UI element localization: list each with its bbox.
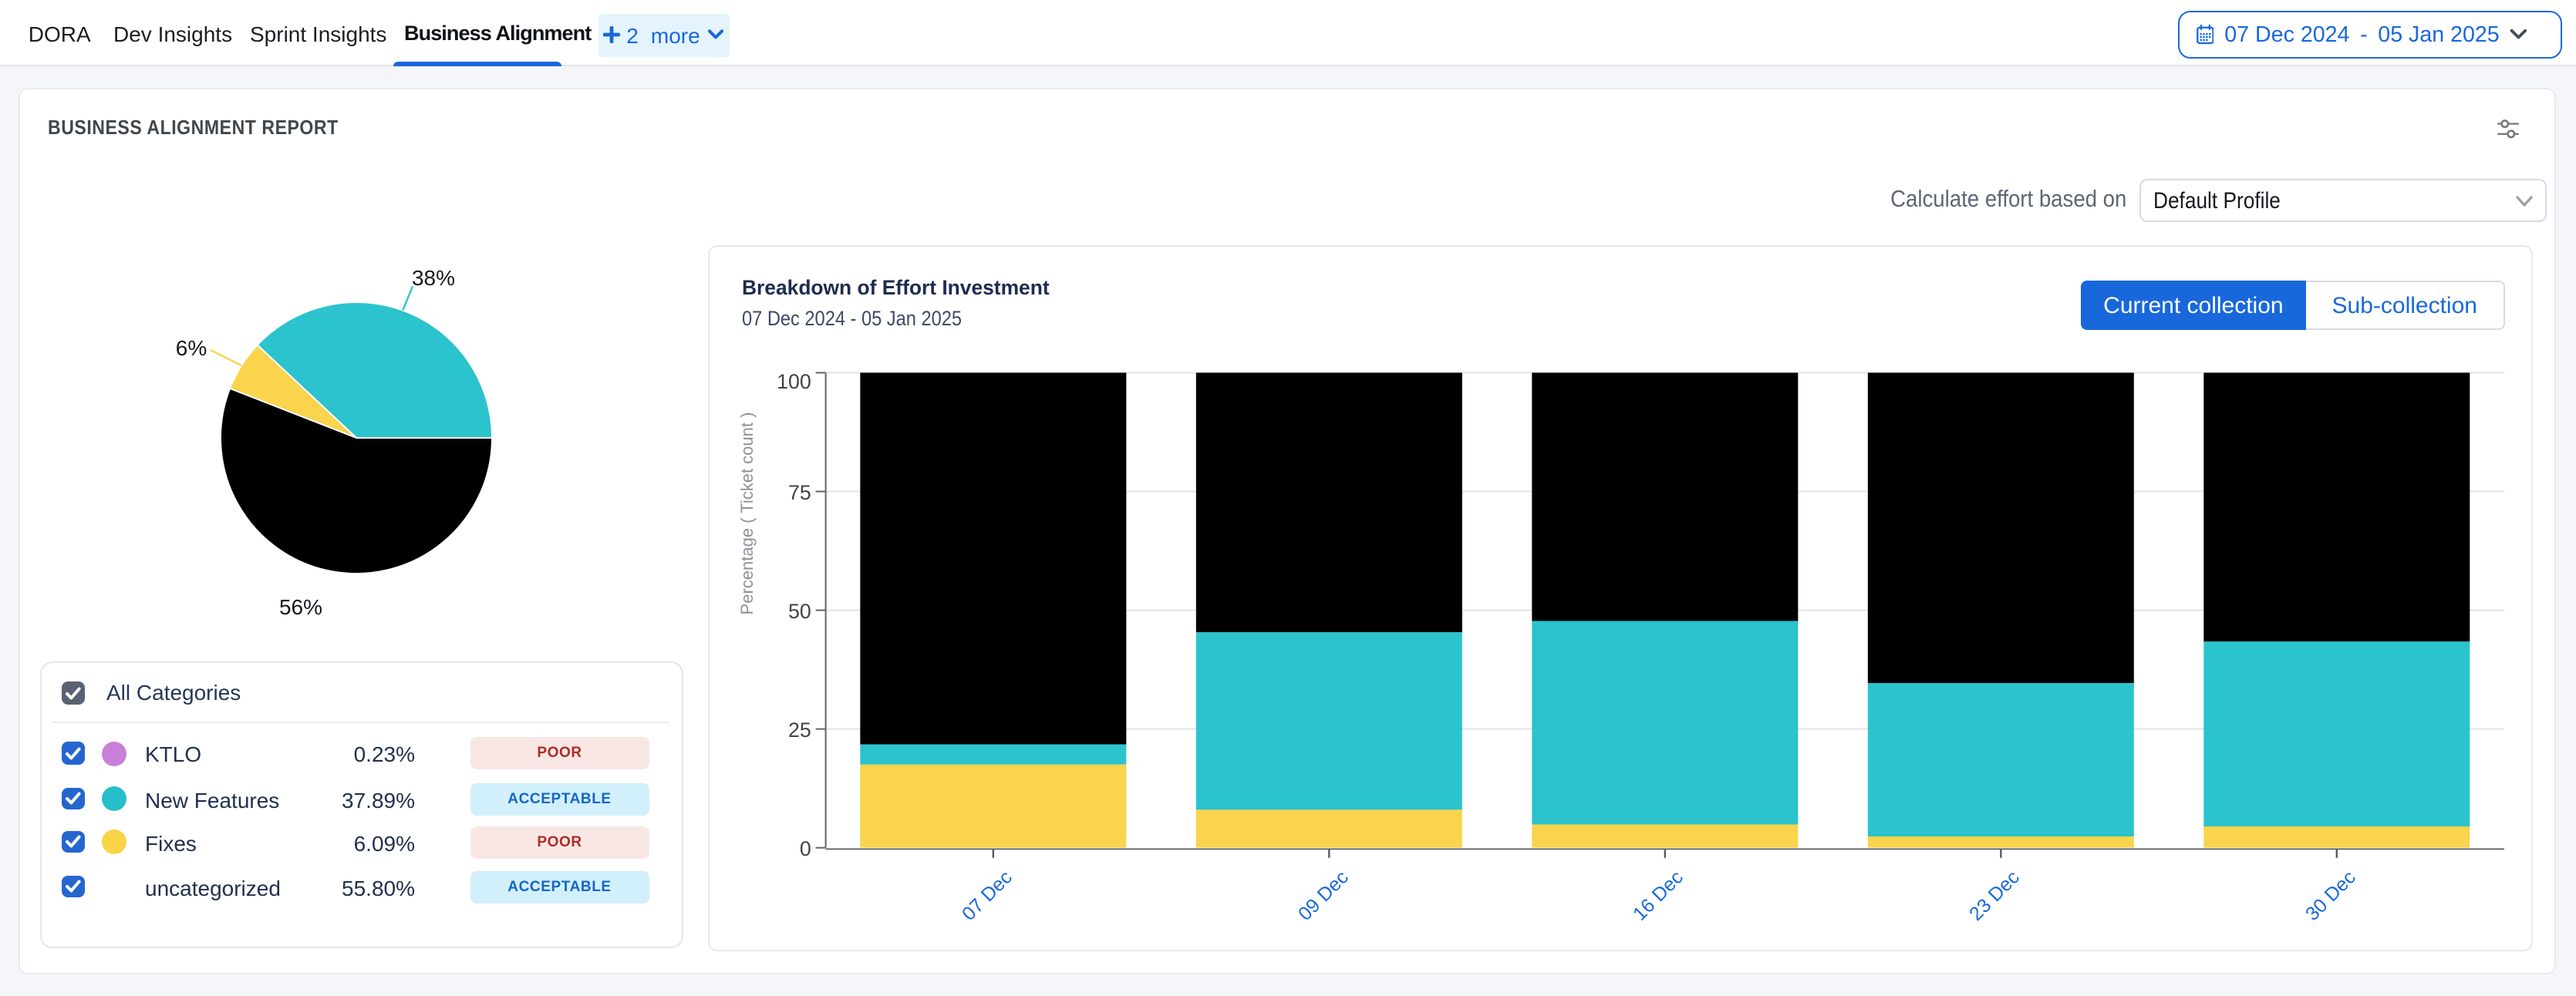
svg-text:6%: 6% [176, 336, 207, 360]
svg-text:56%: 56% [279, 595, 322, 619]
svg-text:38%: 38% [412, 266, 455, 290]
